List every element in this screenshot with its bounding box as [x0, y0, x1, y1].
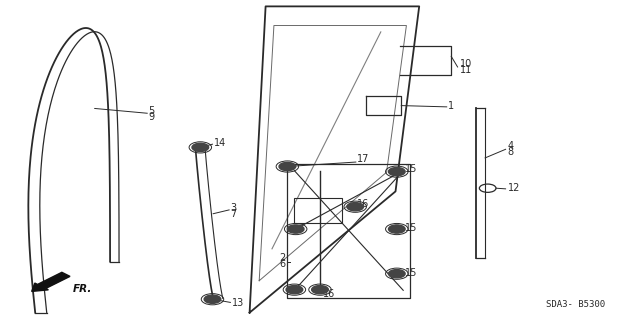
Text: FR.: FR.	[72, 284, 92, 294]
Circle shape	[312, 286, 328, 294]
Text: 15: 15	[404, 268, 417, 278]
Circle shape	[388, 167, 405, 176]
Text: 6: 6	[280, 259, 286, 269]
Text: SDA3- B5300: SDA3- B5300	[546, 300, 605, 309]
Text: 10: 10	[460, 59, 472, 69]
Text: 8: 8	[508, 147, 514, 158]
Text: 4: 4	[508, 141, 514, 151]
Text: 11: 11	[460, 65, 472, 75]
Text: 12: 12	[508, 182, 520, 193]
Text: 5: 5	[148, 106, 155, 116]
Circle shape	[279, 162, 296, 171]
Text: 9: 9	[148, 112, 155, 122]
Circle shape	[388, 270, 405, 278]
FancyArrow shape	[31, 272, 70, 292]
Text: 3: 3	[230, 203, 237, 213]
Circle shape	[192, 143, 209, 152]
Text: 17: 17	[357, 154, 369, 165]
Text: 14: 14	[214, 138, 226, 148]
Text: 15: 15	[404, 164, 417, 174]
Circle shape	[286, 286, 303, 294]
Circle shape	[204, 295, 221, 303]
Text: 1: 1	[448, 101, 454, 111]
Circle shape	[347, 203, 364, 211]
Text: 15: 15	[404, 223, 417, 233]
Text: 2: 2	[280, 253, 286, 263]
Text: 16: 16	[323, 289, 335, 299]
Text: 16: 16	[357, 198, 369, 209]
Circle shape	[388, 225, 405, 233]
Text: 13: 13	[232, 298, 244, 308]
Circle shape	[287, 225, 304, 233]
Text: 7: 7	[230, 209, 237, 219]
